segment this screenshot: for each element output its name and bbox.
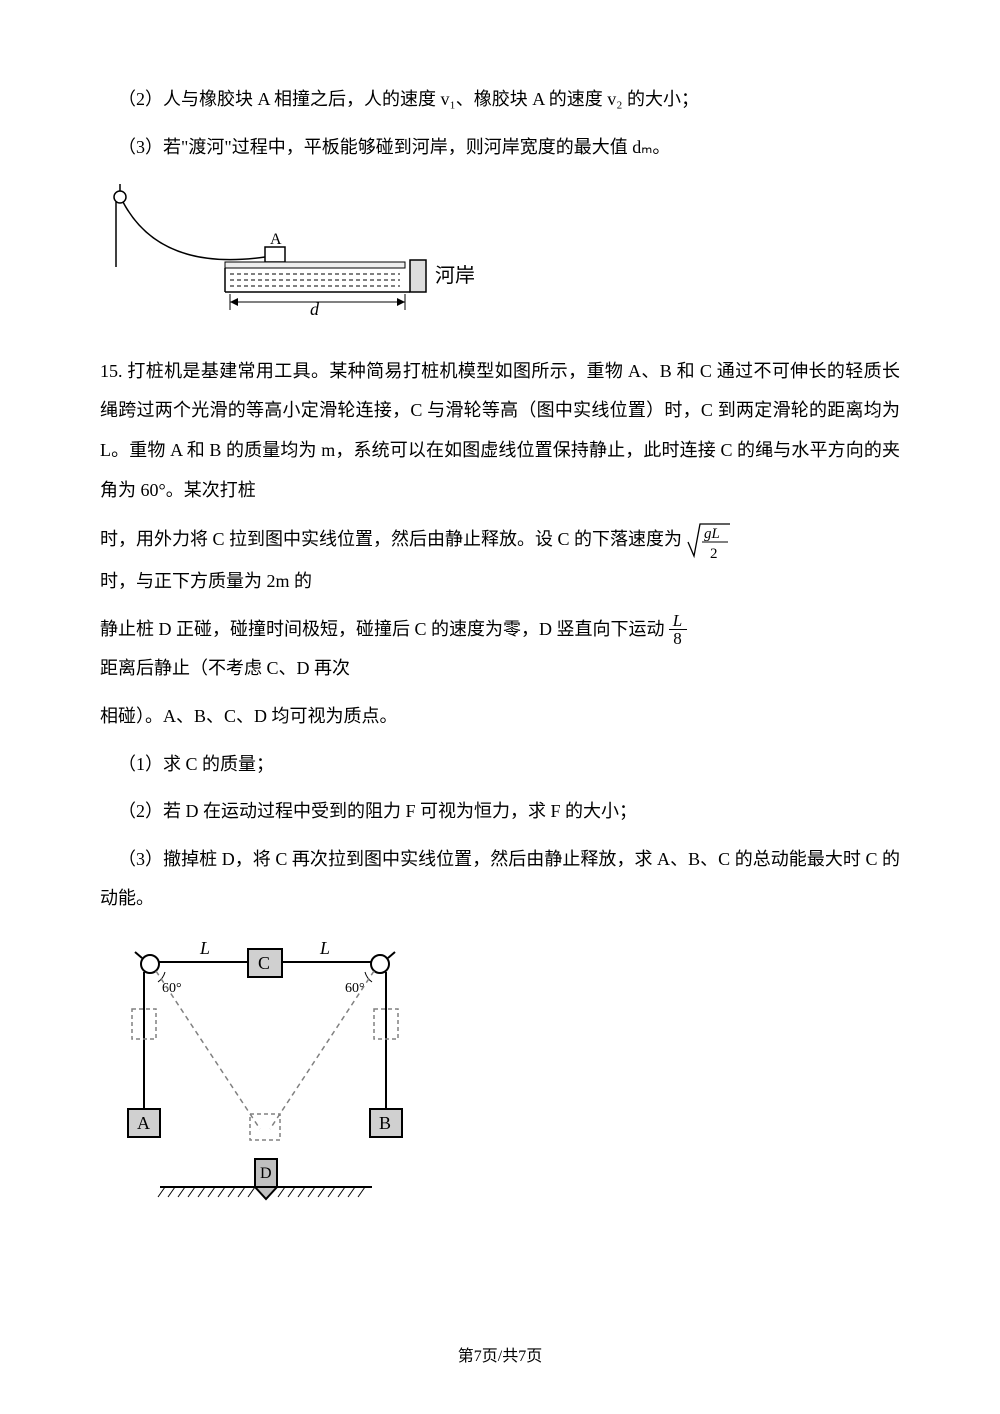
q15-number: 15.	[100, 361, 123, 381]
q15-part2: （2）若 D 在运动过程中受到的阻力 F 可视为恒力，求 F 的大小；	[100, 792, 900, 832]
q15-part1: （1）求 C 的质量；	[100, 745, 900, 785]
q15-mid1-prefix: 时，用外力将 C 拉到图中实线位置，然后由静止释放。设 C 的下落速度为	[100, 520, 682, 560]
pulley-left-icon	[141, 955, 159, 973]
q15-intro: 15. 打桩机是基建常用工具。某种简易打桩机模型如图所示，重物 A、B 和 C …	[100, 352, 900, 510]
block-c-label: C	[258, 953, 270, 973]
block-a-label: A	[137, 1113, 150, 1133]
q15-mid2-prefix: 静止桩 D 正碰，碰撞时间极短，碰撞后 C 的速度为零，D 竖直向下运动	[100, 610, 665, 650]
diagram-river: A 河岸 d	[100, 182, 900, 337]
q14-part3: （3）若"渡河"过程中，平板能够碰到河岸，则河岸宽度的最大值 dₘ。	[100, 128, 900, 168]
frac-num: L	[673, 612, 682, 629]
rope	[123, 202, 265, 260]
block-c-lower	[250, 1114, 280, 1140]
q15-part3: （3）撤掉桩 D，将 C 再次拉到图中实线位置，然后由静止释放，求 A、B、C …	[100, 840, 900, 919]
rope-dash-left	[156, 971, 260, 1129]
block-a-label: A	[270, 231, 282, 248]
page-footer: 第7页/共7页	[0, 1339, 1000, 1374]
block-b-label: B	[379, 1113, 391, 1133]
platform	[225, 262, 405, 268]
q15-mid1-suffix: 时，与正下方质量为 2m 的	[100, 562, 312, 602]
frac-denom: 8	[673, 630, 682, 647]
label-l-right: L	[319, 938, 330, 958]
q15-mid2: 静止桩 D 正碰，碰撞时间极短，碰撞后 C 的速度为零，D 竖直向下运动 L 8…	[100, 610, 900, 689]
pulley-right-icon	[371, 955, 389, 973]
q14-part2: （2）人与橡胶块 A 相撞之后，人的速度 v₁、橡胶块 A 的速度 v₂ 的大小…	[100, 80, 900, 120]
svg-text:2: 2	[710, 546, 718, 562]
frac-expr: L 8	[669, 612, 687, 647]
q15-mid1: 时，用外力将 C 拉到图中实线位置，然后由静止释放。设 C 的下落速度为 gL …	[100, 518, 900, 602]
pulley-icon	[114, 191, 126, 203]
diagram-pile-driver: C L L 60° 60° A B D	[100, 934, 900, 1239]
width-label: d	[310, 299, 320, 319]
river-bank	[410, 260, 426, 292]
label-l-left: L	[199, 938, 210, 958]
q15-mid2-suffix: 距离后静止（不考虑 C、D 再次	[100, 649, 350, 689]
block-a	[265, 247, 285, 262]
rope-dash-right	[270, 971, 374, 1129]
pile-d-label: D	[260, 1165, 272, 1182]
q15-intro-text: 打桩机是基建常用工具。某种简易打桩机模型如图所示，重物 A、B 和 C 通过不可…	[100, 361, 900, 500]
bank-label: 河岸	[435, 264, 475, 287]
sqrt-expr: gL 2	[686, 518, 732, 562]
q15-mid3: 相碰）。A、B、C、D 均可视为质点。	[100, 697, 900, 737]
svg-text:gL: gL	[704, 526, 720, 542]
